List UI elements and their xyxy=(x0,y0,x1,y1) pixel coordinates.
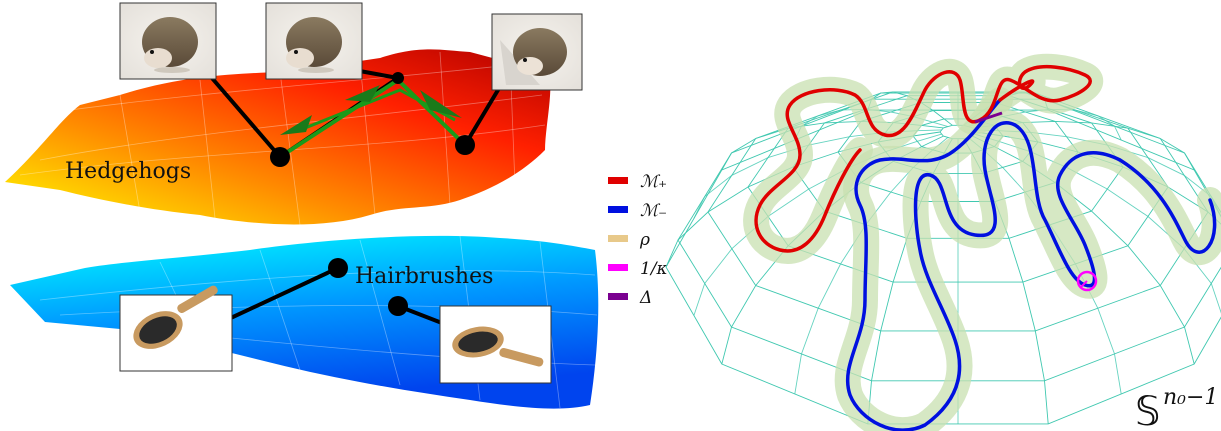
legend-swatch-1 xyxy=(608,206,628,213)
sphere-mesh xyxy=(665,91,1221,425)
hedgehog-photo-2 xyxy=(265,2,363,80)
hairbrush-photo-1 xyxy=(119,285,233,372)
data-points xyxy=(270,72,475,316)
hairbrush-photo-2 xyxy=(439,305,552,384)
legend-swatch-0 xyxy=(608,177,628,184)
legend-swatch-4 xyxy=(608,293,628,300)
hedgehog-photo-1 xyxy=(119,2,217,80)
legend: ℳ₊ ℳ₋ ρ 1/κ Δ xyxy=(608,172,668,308)
sphere-symbol: 𝕊 xyxy=(1135,389,1160,431)
kappa-circle xyxy=(1076,270,1098,292)
m-minus-curve xyxy=(845,98,1217,431)
m-plus-curve xyxy=(754,65,1092,253)
legend-label-1: ℳ₋ xyxy=(640,201,667,221)
sphere-exponent: n₀−1 xyxy=(1163,385,1218,410)
legend-swatch-2 xyxy=(608,235,628,242)
rho-tube xyxy=(743,53,1221,431)
delta-mark xyxy=(974,111,1003,124)
hedgehogs-label: Hedgehogs xyxy=(65,159,191,184)
legend-label-4: Δ xyxy=(639,288,652,308)
sphere-label: 𝕊 n₀−1 xyxy=(1135,385,1218,431)
hedgehog-photo-3 xyxy=(491,13,583,91)
legend-swatch-3 xyxy=(608,264,628,271)
mesh-spoke-9 xyxy=(867,91,953,126)
legend-label-3: 1/κ xyxy=(640,259,668,279)
mesh-subspoke-6 xyxy=(693,133,942,316)
mesh-spoke-3 xyxy=(972,135,1195,365)
legend-label-2: ρ xyxy=(639,230,650,250)
kappa-radius xyxy=(1079,280,1088,289)
mesh-subspoke-2 xyxy=(974,133,1221,314)
hairbrushes-label: Hairbrushes xyxy=(355,264,493,289)
legend-label-0: ℳ₊ xyxy=(640,172,667,192)
